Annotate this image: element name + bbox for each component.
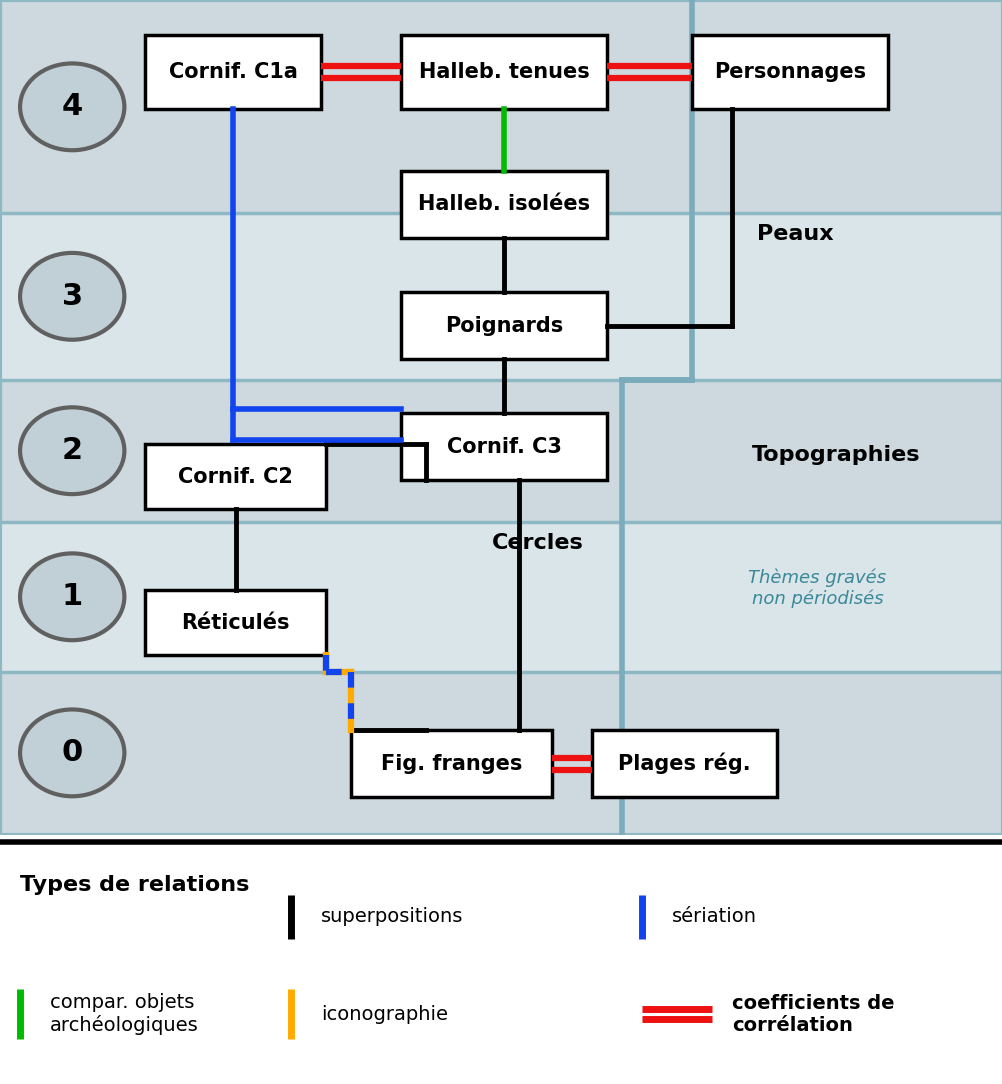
Text: Réticulés: Réticulés — [181, 612, 290, 633]
Bar — [691, 35, 887, 108]
Bar — [401, 292, 606, 359]
Bar — [401, 35, 606, 108]
Bar — [591, 731, 777, 797]
Text: Thèmes gravés
non périodisés: Thèmes gravés non périodisés — [747, 568, 886, 608]
Bar — [0, 521, 1002, 672]
Text: Plages rég.: Plages rég. — [617, 753, 750, 774]
Bar — [145, 590, 326, 655]
Text: 2: 2 — [61, 436, 83, 465]
Bar — [0, 379, 1002, 521]
Text: Topographies: Topographies — [752, 444, 920, 465]
Bar — [401, 171, 606, 237]
Text: 1: 1 — [61, 582, 83, 611]
Bar — [145, 444, 326, 509]
Bar — [0, 212, 1002, 379]
Bar — [351, 731, 551, 797]
Text: Personnages: Personnages — [713, 62, 865, 81]
Text: sériation: sériation — [671, 907, 757, 927]
Text: Types de relations: Types de relations — [20, 875, 249, 894]
Circle shape — [20, 554, 124, 641]
Text: Peaux: Peaux — [757, 223, 833, 244]
Bar — [0, 672, 1002, 835]
Text: Cercles: Cercles — [491, 532, 582, 553]
Circle shape — [20, 709, 124, 797]
Text: Halleb. tenues: Halleb. tenues — [418, 62, 589, 81]
Text: 0: 0 — [61, 738, 83, 767]
Text: Fig. franges: Fig. franges — [381, 753, 521, 774]
Text: Halleb. isolées: Halleb. isolées — [418, 194, 589, 215]
Text: Cornif. C2: Cornif. C2 — [178, 466, 293, 487]
Text: 3: 3 — [61, 282, 83, 311]
Text: superpositions: superpositions — [321, 907, 463, 927]
Text: coefficients de
corrélation: coefficients de corrélation — [731, 994, 894, 1035]
Text: compar. objets
archéologiques: compar. objets archéologiques — [50, 993, 198, 1035]
Text: 4: 4 — [61, 92, 83, 121]
Text: Cornif. C1a: Cornif. C1a — [168, 62, 298, 81]
Text: Poignards: Poignards — [445, 315, 562, 336]
Circle shape — [20, 408, 124, 494]
Circle shape — [20, 64, 124, 151]
Bar — [401, 413, 606, 480]
Text: Cornif. C3: Cornif. C3 — [446, 437, 561, 456]
Bar — [0, 0, 1002, 212]
Text: iconographie: iconographie — [321, 1005, 448, 1023]
Circle shape — [20, 253, 124, 339]
Bar — [145, 35, 321, 108]
